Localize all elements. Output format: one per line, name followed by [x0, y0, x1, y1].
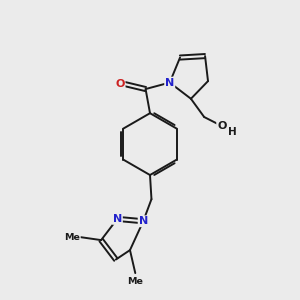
Text: N: N	[113, 214, 122, 224]
Text: H: H	[228, 127, 237, 137]
Text: Me: Me	[64, 233, 80, 242]
Text: O: O	[115, 79, 125, 89]
Text: O: O	[217, 121, 226, 131]
Text: N: N	[165, 78, 174, 88]
Text: Me: Me	[127, 277, 143, 286]
Text: N: N	[139, 216, 148, 226]
